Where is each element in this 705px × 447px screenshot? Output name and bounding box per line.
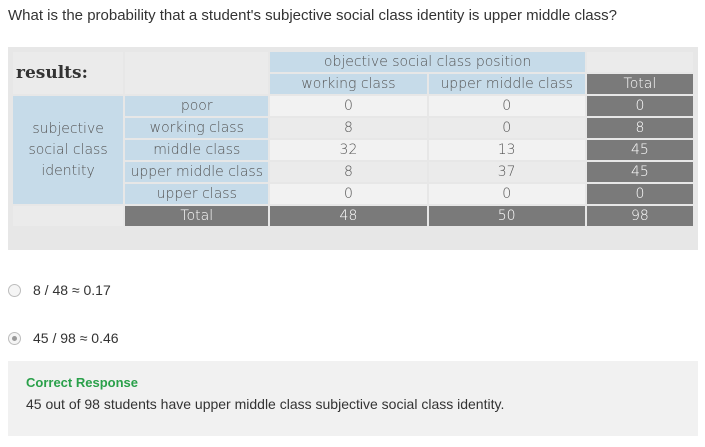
results-label: results: [13, 52, 124, 94]
cell: 0 [428, 118, 585, 138]
row-label: poor [125, 96, 269, 116]
results-table: results: objective social class position… [8, 47, 698, 250]
feedback-title: Correct Response [26, 375, 138, 390]
row-label: working class [125, 118, 269, 138]
choice-1-label: 8 / 48 ≈ 0.17 [33, 282, 111, 298]
feedback-panel: Correct Response 45 out of 98 students h… [8, 361, 698, 436]
row-group-header: subjective social class identity [13, 96, 124, 204]
empty-total-left [13, 206, 124, 226]
radio-selected-icon[interactable] [8, 331, 21, 345]
row-total: 45 [586, 162, 693, 182]
cell: 0 [428, 96, 585, 116]
cell: 32 [270, 140, 427, 160]
row-total: 0 [586, 184, 693, 204]
cell: 0 [428, 184, 585, 204]
radio-button-icon[interactable] [8, 283, 21, 297]
choice-1[interactable]: 8 / 48 ≈ 0.17 [8, 282, 111, 298]
cell: 8 [270, 162, 427, 182]
row-label: middle class [125, 140, 269, 160]
total-row-label: Total [125, 206, 269, 226]
choice-2-label: 45 / 98 ≈ 0.46 [33, 330, 119, 346]
total-header: Total [586, 74, 693, 94]
col-header-working: working class [270, 74, 427, 94]
row-label: upper class [125, 184, 269, 204]
grand-total: 98 [586, 206, 693, 226]
row-total: 45 [586, 140, 693, 160]
cell: 8 [270, 118, 427, 138]
cell: 0 [270, 184, 427, 204]
cell: 0 [270, 96, 427, 116]
feedback-text: 45 out of 98 students have upper middle … [26, 396, 505, 412]
row-total: 8 [586, 118, 693, 138]
cell: 13 [428, 140, 585, 160]
row-total: 0 [586, 96, 693, 116]
row-group-label: subjective social class identity [28, 120, 108, 179]
col-header-upper-middle: upper middle class [428, 74, 585, 94]
choice-2[interactable]: 45 / 98 ≈ 0.46 [8, 330, 119, 346]
question-text: What is the probability that a student's… [8, 7, 617, 24]
row-label: upper middle class [125, 162, 269, 182]
empty-header-cell [125, 52, 269, 94]
cell: 37 [428, 162, 585, 182]
total-cell: 50 [428, 206, 585, 226]
total-cell: 48 [270, 206, 427, 226]
col-group-header: objective social class position [270, 52, 585, 72]
empty-total-top [586, 52, 693, 72]
